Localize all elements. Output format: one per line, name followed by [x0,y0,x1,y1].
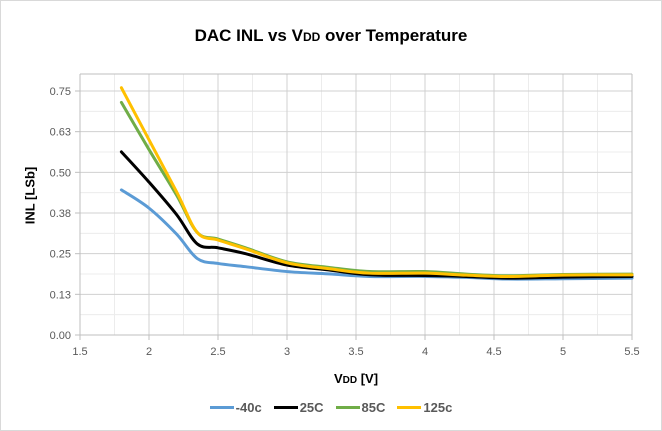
legend-label: 125c [423,400,453,415]
gridlines [80,74,633,335]
legend-item: -40c [209,400,262,415]
legend-swatch [397,406,422,409]
y-tick-label: 0.00 [50,330,71,342]
legend-item: 85C [335,400,386,415]
x-tick-label: 4.5 [486,346,501,358]
legend-label: 85C [361,400,386,415]
legend-swatch [273,406,298,409]
series-line-85c [119,100,634,278]
title-rest: over Temperature [320,26,468,45]
y-tick-label: 0.50 [50,167,71,179]
x-tick-label: 5.5 [624,346,639,358]
x-axis-label: VDD [V] [0,371,662,386]
x-tick-label: 4 [422,346,428,358]
legend-swatch [335,406,360,409]
tick-labels: 0.00 0.13 0.25 0.38 0.50 0.63 0.75 1.5 2 2.5 3 3.5 4… [50,86,640,358]
y-tick-label: 0.75 [50,86,71,98]
xlabel-rest: [V] [357,371,379,386]
y-tick-label: 0.63 [50,127,71,139]
axes [75,73,633,340]
xlabel-text: V [333,371,343,386]
x-tick-label: 3.5 [348,346,363,358]
title-subscript: DD [302,30,321,44]
x-tick-label: 2 [146,346,152,358]
legend-item: 25C [273,400,324,415]
y-tick-label: 0.38 [50,208,71,220]
legend-label: 25C [299,400,324,415]
title-text: DAC INL vs V [194,26,303,45]
x-tick-label: 1.5 [72,346,87,358]
legend-label: -40c [235,400,262,415]
series-line-125c [119,86,634,278]
series-line-25c [119,150,634,280]
series-lines [119,86,634,281]
legend: -40c 25C 85C 125c [0,400,662,415]
y-tick-label: 0.13 [50,289,71,301]
x-tick-label: 3 [284,346,290,358]
legend-swatch [209,406,234,409]
y-tick-label: 0.25 [50,249,71,261]
x-tick-label: 5 [560,346,566,358]
xlabel-subscript: DD [342,375,358,386]
x-tick-label: 2.5 [210,346,225,358]
legend-item: 125c [397,400,452,415]
chart-title: DAC INL vs VDD over Temperature [0,26,662,46]
